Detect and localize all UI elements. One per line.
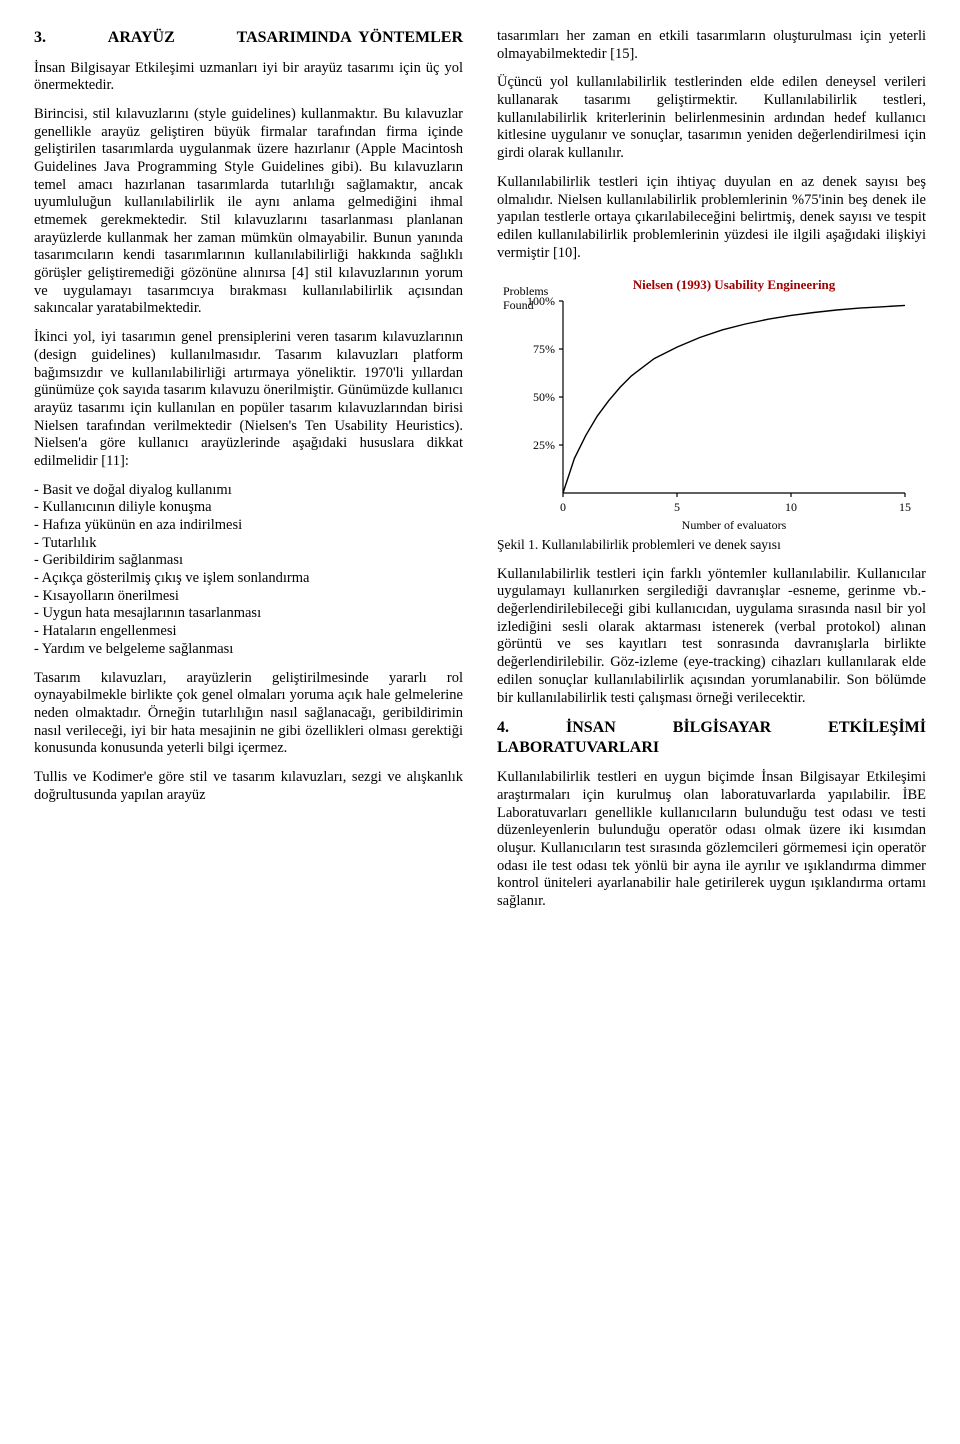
right-column: tasarımları her zaman en etkili tasarıml… xyxy=(497,28,926,911)
svg-text:5: 5 xyxy=(674,500,680,514)
heuristic-item: - Basit ve doğal diyalog kullanımı xyxy=(34,482,463,500)
right-para-3: Kullanılabilirlik testleri için ihtiyaç … xyxy=(497,174,926,262)
heuristic-item: - Tutarlılık xyxy=(34,535,463,553)
heuristic-item: - Uygun hata mesajlarının tasarlanması xyxy=(34,605,463,623)
section-4-heading: 4. İNSAN BİLGİSAYAR ETKİLEŞİMİ LABORATUV… xyxy=(497,718,926,757)
heuristic-item: - Hafıza yükünün en aza indirilmesi xyxy=(34,517,463,535)
svg-text:50%: 50% xyxy=(533,390,555,404)
right-para-5: Kullanılabilirlik testleri en uygun biçi… xyxy=(497,769,926,911)
left-para-5: Tullis ve Kodimer'e göre stil ve tasarım… xyxy=(34,769,463,804)
heuristic-item: - Kullanıcının diliyle konuşma xyxy=(34,499,463,517)
chart-xlabel: Number of evaluators xyxy=(682,518,787,532)
heuristic-item: - Yardım ve belgeleme sağlanması xyxy=(34,641,463,659)
section-3-heading: 3. ARAYÜZ TASARIMINDA YÖNTEMLER xyxy=(34,28,463,48)
svg-text:100%: 100% xyxy=(527,294,555,308)
right-para-4: Kullanılabilirlik testleri için farklı y… xyxy=(497,566,926,708)
svg-text:10: 10 xyxy=(785,500,797,514)
right-para-1: tasarımları her zaman en etkili tasarıml… xyxy=(497,28,926,63)
left-para-3: İkinci yol, iyi tasarımın genel prensipl… xyxy=(34,329,463,471)
left-para-2: Birincisi, stil kılavuzlarını (style gui… xyxy=(34,106,463,318)
figure-1-caption: Şekil 1. Kullanılabilirlik problemleri v… xyxy=(497,537,926,553)
chart-title: Nielsen (1993) Usability Engineering xyxy=(633,277,836,292)
heuristic-item: - Geribildirim sağlanması xyxy=(34,552,463,570)
nielsen-chart-svg: Nielsen (1993) Usability EngineeringProb… xyxy=(497,273,917,533)
left-column: 3. ARAYÜZ TASARIMINDA YÖNTEMLER İnsan Bi… xyxy=(34,28,463,911)
svg-text:0: 0 xyxy=(560,500,566,514)
heuristic-item: - Açıkça gösterilmiş çıkış ve işlem sonl… xyxy=(34,570,463,588)
heuristic-item: - Kısayolların önerilmesi xyxy=(34,588,463,606)
svg-text:25%: 25% xyxy=(533,438,555,452)
left-para-1: İnsan Bilgisayar Etkileşimi uzmanları iy… xyxy=(34,60,463,95)
two-column-layout: 3. ARAYÜZ TASARIMINDA YÖNTEMLER İnsan Bi… xyxy=(34,28,926,911)
heuristics-list: - Basit ve doğal diyalog kullanımı- Kull… xyxy=(34,482,463,659)
left-para-4: Tasarım kılavuzları, arayüzlerin gelişti… xyxy=(34,670,463,758)
nielsen-chart: Nielsen (1993) Usability EngineeringProb… xyxy=(497,273,926,533)
svg-text:75%: 75% xyxy=(533,342,555,356)
right-para-2: Üçüncü yol kullanılabilirlik testlerinde… xyxy=(497,74,926,162)
heuristic-item: - Hataların engellenmesi xyxy=(34,623,463,641)
svg-text:15: 15 xyxy=(899,500,911,514)
